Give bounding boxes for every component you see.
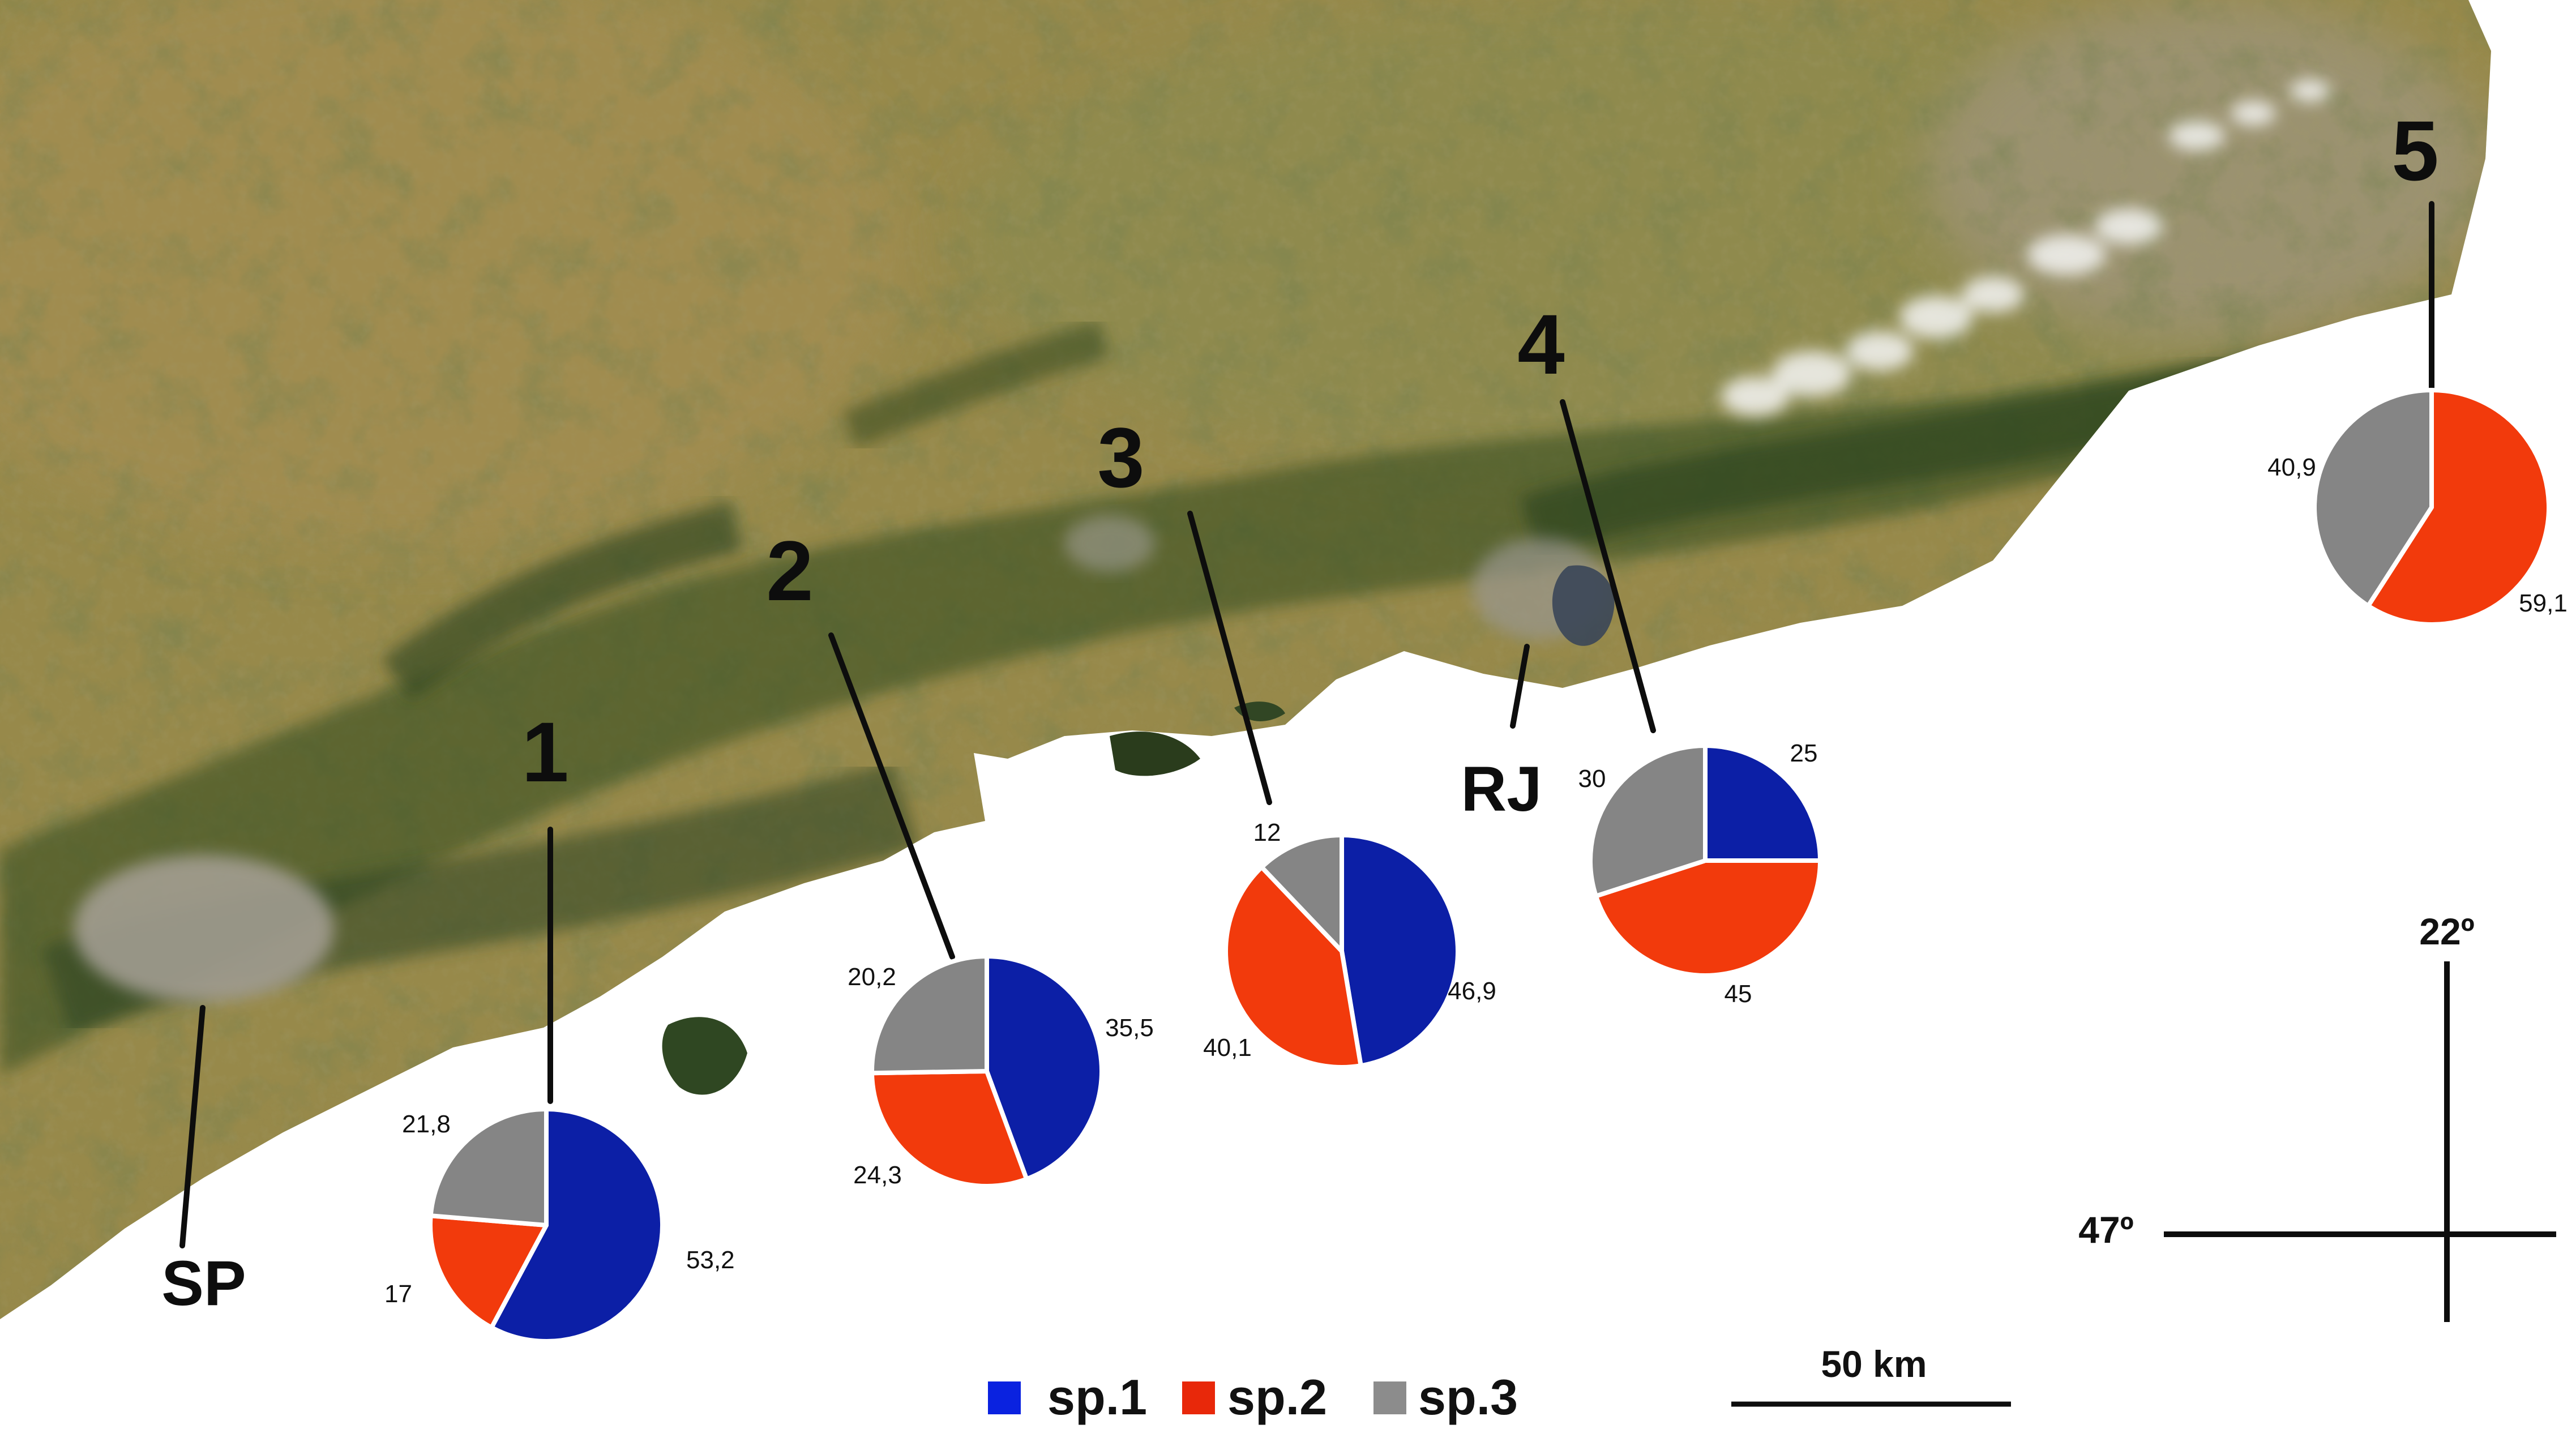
leader-line-site-3 xyxy=(1187,511,1272,805)
value-label-site-4-sp3: 30 xyxy=(1578,765,1606,793)
legend-label-sp1: sp.1 xyxy=(1047,1369,1147,1425)
site-label-3: 3 xyxy=(1097,410,1144,505)
value-label-site-3-sp2: 40,1 xyxy=(1203,1034,1252,1062)
legend-label-sp2: sp.2 xyxy=(1227,1369,1327,1425)
leader-line-sp xyxy=(179,1005,206,1248)
legend-label-sp3: sp.3 xyxy=(1418,1369,1518,1425)
longitude-label: 47º xyxy=(2078,1209,2134,1251)
pie-chart-site-2 xyxy=(870,954,1104,1188)
pie-chart-site-3 xyxy=(1223,833,1460,1070)
pie-outline-site-2 xyxy=(871,955,1103,1187)
city-label-sp: SP xyxy=(161,1248,246,1319)
legend-swatch-sp1 xyxy=(988,1381,1021,1414)
value-label-site-3-sp3: 12 xyxy=(1253,819,1281,846)
legend-swatch-sp2 xyxy=(1182,1381,1215,1414)
value-label-site-4-sp2: 45 xyxy=(1725,980,1752,1008)
value-label-site-2-sp1: 35,5 xyxy=(1105,1014,1154,1042)
pie-outline-site-5 xyxy=(2313,389,2550,626)
value-label-site-1-sp3: 21,8 xyxy=(402,1110,451,1138)
site-label-2: 2 xyxy=(766,523,813,618)
pie-outline-site-3 xyxy=(1225,834,1459,1068)
leader-lines xyxy=(179,201,2434,1248)
latitude-label: 22º xyxy=(2419,910,2475,952)
site-label-4: 4 xyxy=(1517,297,1564,392)
scale-bar: 50 km xyxy=(1731,1343,2011,1407)
value-label-site-1-sp1: 53,2 xyxy=(686,1246,735,1274)
site-label-1: 1 xyxy=(521,704,568,799)
value-label-site-2-sp2: 24,3 xyxy=(853,1161,902,1189)
leader-line-site-4 xyxy=(1560,399,1656,733)
pie-outline-site-1 xyxy=(429,1108,664,1342)
pie-chart-site-4 xyxy=(1588,743,1822,978)
pie-outline-site-4 xyxy=(1589,745,1821,977)
value-label-site-1-sp2: 17 xyxy=(384,1280,412,1308)
value-label-site-4-sp1: 25 xyxy=(1790,739,1818,767)
scale-bar-label: 50 km xyxy=(1821,1343,1927,1385)
pie-chart-site-1 xyxy=(428,1107,665,1344)
island-sao-sebastiao xyxy=(662,1017,747,1095)
site-label-5: 5 xyxy=(2391,103,2438,198)
legend-swatch-sp3 xyxy=(1373,1381,1406,1414)
leader-line-rj xyxy=(1510,644,1530,729)
legend: sp.1 sp.2 sp.3 xyxy=(988,1369,1518,1425)
pie-value-labels: 53,2 17 21,8 35,5 24,3 20,2 46,9 40,1 12… xyxy=(384,454,2568,1308)
pie-chart-site-5 xyxy=(2312,388,2551,627)
value-label-site-3-sp1: 46,9 xyxy=(1448,977,1496,1005)
leader-line-site-2 xyxy=(828,632,955,960)
value-label-site-5-sp2: 59,1 xyxy=(2519,589,2568,617)
island-ilha-grande xyxy=(1110,732,1200,776)
city-label-rj: RJ xyxy=(1461,754,1542,824)
value-label-site-2-sp3: 20,2 xyxy=(848,963,896,991)
value-label-site-5-sp3: 40,9 xyxy=(2267,454,2316,481)
coordinate-cross: 22º 47º xyxy=(2078,910,2556,1322)
